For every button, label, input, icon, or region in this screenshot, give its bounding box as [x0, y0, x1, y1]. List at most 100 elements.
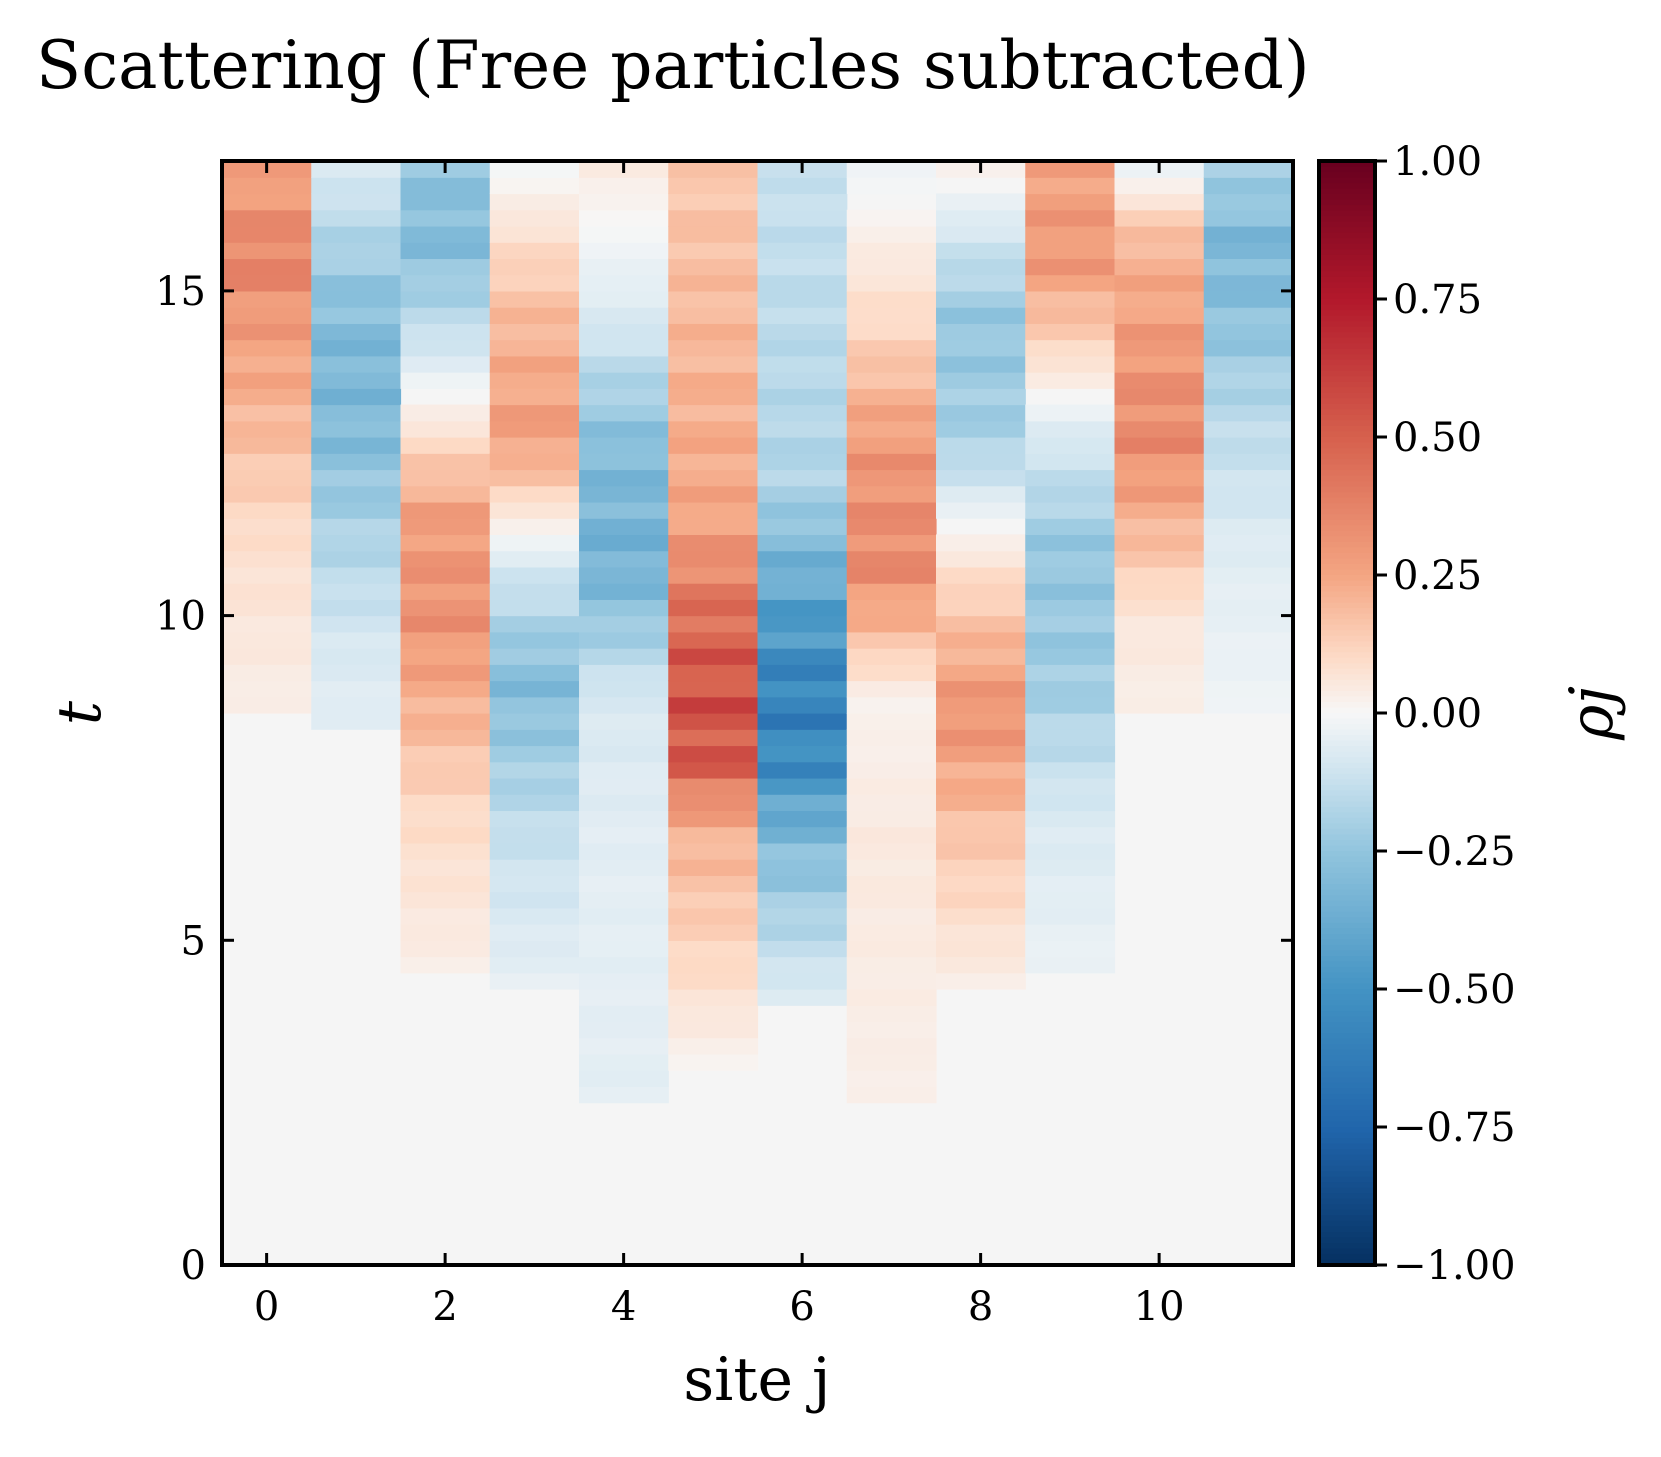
- heatmap-cell: [489, 907, 580, 925]
- heatmap-cell: [1203, 209, 1294, 227]
- heatmap-cell: [846, 891, 937, 909]
- heatmap-cell: [222, 615, 312, 633]
- colorbar-segment: [1319, 944, 1375, 952]
- heatmap-cell: [757, 388, 848, 406]
- colorbar-segment: [1319, 839, 1375, 847]
- colorbar-tick-label: 0.75: [1393, 277, 1482, 323]
- heatmap-cell: [311, 485, 402, 503]
- heatmap-cell: [1203, 501, 1294, 519]
- colorbar-segment: [1319, 806, 1375, 814]
- colorbar-segment: [1319, 1215, 1375, 1222]
- heatmap-cell: [1025, 307, 1116, 324]
- x-tick-label: 6: [789, 1284, 814, 1330]
- heatmap-cell: [222, 453, 312, 471]
- colorbar-segment: [1319, 1000, 1375, 1007]
- heatmap-cell: [1203, 648, 1294, 665]
- heatmap-cell: [668, 648, 759, 665]
- plot-frame: [220, 159, 1295, 1267]
- heatmap-cell: [579, 372, 669, 389]
- colorbar-segment: [1319, 293, 1375, 300]
- colorbar-segment: [1319, 1044, 1375, 1051]
- colorbar-segment: [1319, 1171, 1375, 1178]
- y-axis-label: t: [45, 700, 115, 725]
- heatmap-cell: [668, 437, 759, 454]
- heatmap-cell: [846, 1021, 937, 1039]
- heatmap-cell: [1025, 518, 1116, 536]
- colorbar-segment: [1319, 762, 1375, 769]
- colorbar-segment: [1319, 911, 1375, 919]
- heatmap-cell: [1114, 290, 1205, 308]
- heatmap-cell: [1203, 534, 1294, 552]
- colorbar-segment: [1319, 1132, 1375, 1139]
- colorbar-segment: [1319, 795, 1375, 803]
- colorbar-segment: [1319, 287, 1375, 295]
- heatmap-cell: [757, 664, 848, 682]
- heatmap-cell: [757, 566, 848, 584]
- heatmap-cell: [668, 664, 759, 682]
- heatmap-cell: [846, 388, 937, 406]
- colorbar-segment: [1319, 608, 1375, 615]
- heatmap-cell: [489, 339, 580, 357]
- heatmap-cell: [668, 777, 759, 795]
- colorbar-segment: [1319, 701, 1375, 709]
- heatmap-cell: [936, 566, 1026, 584]
- heatmap-cell: [1114, 680, 1205, 698]
- heatmap-cell: [668, 956, 759, 974]
- heatmap-cell: [222, 631, 312, 649]
- heatmap-cell: [936, 648, 1026, 665]
- colorbar-segment: [1319, 828, 1375, 836]
- heatmap-cell: [579, 615, 669, 633]
- x-tick-label: 4: [611, 1284, 636, 1330]
- heatmap-cell: [1114, 566, 1205, 584]
- heatmap-cell: [936, 615, 1026, 633]
- heatmap-cell: [1114, 420, 1205, 438]
- heatmap-cell: [1025, 680, 1116, 698]
- heatmap-cell: [222, 388, 312, 406]
- heatmap-cell: [579, 826, 669, 844]
- heatmap-cell: [400, 875, 491, 893]
- colorbar-segment: [1319, 199, 1375, 206]
- heatmap-cell: [1114, 258, 1205, 276]
- heatmap-cell: [1203, 583, 1294, 600]
- heatmap-cell: [311, 355, 402, 373]
- heatmap-cell: [936, 388, 1026, 406]
- heatmap-cell: [311, 225, 402, 243]
- heatmap-cell: [400, 501, 491, 519]
- colorbar: [1319, 161, 1375, 1266]
- colorbar-segment: [1319, 889, 1375, 896]
- heatmap-cell: [936, 875, 1026, 893]
- heatmap-cell: [400, 339, 491, 357]
- heatmap-cell: [579, 177, 669, 195]
- heatmap-cell: [846, 826, 937, 844]
- heatmap-cell: [400, 924, 491, 941]
- colorbar-ticks: 1.00 0.75 0.50 0.25 0.00 −0.25 −0.50 −0.75 −1.00: [1375, 139, 1516, 1289]
- heatmap-cell: [668, 940, 759, 958]
- colorbar-segment: [1319, 442, 1375, 449]
- heatmap-cell: [1203, 242, 1294, 260]
- colorbar-segment: [1319, 1138, 1375, 1145]
- heatmap-cell: [1025, 242, 1116, 260]
- heatmap-cell: [936, 225, 1026, 243]
- heatmap-cell: [489, 648, 580, 665]
- colorbar-tick-label: 1.00: [1393, 139, 1482, 185]
- heatmap-cell: [668, 583, 759, 600]
- colorbar-segment: [1319, 1066, 1375, 1073]
- colorbar-segment: [1319, 547, 1375, 554]
- heatmap-cell: [400, 907, 491, 925]
- heatmap-cell: [579, 745, 669, 763]
- colorbar-segment: [1319, 1071, 1375, 1079]
- heatmap-cell: [1025, 274, 1116, 292]
- heatmap-cell: [1114, 696, 1205, 714]
- heatmap-cell: [222, 469, 312, 487]
- heatmap-cell: [489, 696, 580, 714]
- heatmap-cell: [222, 680, 312, 698]
- colorbar-segment: [1319, 177, 1375, 184]
- heatmap-cell: [757, 599, 848, 617]
- heatmap-cell: [1114, 518, 1205, 536]
- heatmap-cell: [668, 388, 759, 406]
- colorbar-segment: [1319, 856, 1375, 863]
- heatmap-cell: [1203, 696, 1294, 714]
- heatmap-cell: [668, 372, 759, 389]
- colorbar-segment: [1319, 238, 1375, 245]
- heatmap-cell: [668, 599, 759, 617]
